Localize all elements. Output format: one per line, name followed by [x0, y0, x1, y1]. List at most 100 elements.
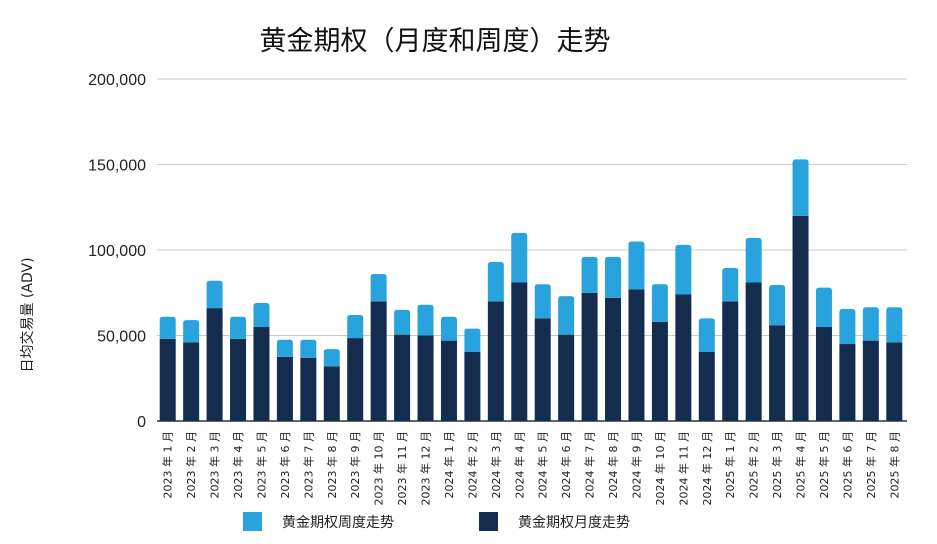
- x-tick-label: 2023 年 12 月: [419, 431, 433, 505]
- bar-weekly: [183, 320, 200, 343]
- bar-monthly: [417, 335, 434, 421]
- x-tick-label: 2023 年 8 月: [325, 431, 339, 498]
- bar-weekly: [886, 307, 903, 343]
- bar-weekly: [487, 261, 504, 302]
- bar-monthly: [394, 334, 411, 421]
- x-tick-label: 2025 年 5 月: [817, 431, 831, 498]
- bar-weekly: [605, 256, 622, 298]
- bar-monthly: [675, 294, 692, 421]
- bar-weekly: [722, 267, 739, 302]
- x-tick-label: 2024 年 12 月: [700, 431, 714, 505]
- bar-monthly: [534, 318, 551, 421]
- x-tick-label: 2025 年 4 月: [794, 431, 808, 498]
- bar-monthly: [839, 344, 856, 421]
- bar-monthly: [276, 356, 293, 421]
- bar-weekly: [792, 159, 809, 216]
- bar-weekly: [839, 308, 856, 345]
- x-tick-label: 2023 年 5 月: [254, 431, 268, 498]
- x-tick-label: 2023 年 9 月: [348, 431, 362, 498]
- bar-monthly: [253, 326, 270, 421]
- bar-weekly: [534, 284, 551, 319]
- bar-monthly: [230, 338, 247, 421]
- bar-monthly: [487, 301, 504, 421]
- x-tick-label: 2025 年 1 月: [723, 431, 737, 498]
- y-axis-label: 日均交易量 (ADV): [19, 257, 36, 372]
- bar-monthly: [886, 342, 903, 421]
- bar-monthly: [300, 357, 317, 421]
- bar-monthly: [464, 351, 481, 421]
- bar-monthly: [769, 325, 786, 421]
- legend-swatch-weekly: [243, 512, 262, 531]
- bar-monthly: [206, 308, 223, 421]
- x-tick-label: 2025 年 6 月: [840, 431, 854, 498]
- x-tick-label: 2024 年 1 月: [442, 431, 456, 498]
- bar-weekly: [558, 296, 575, 335]
- x-tick-label: 2024 年 5 月: [536, 431, 550, 498]
- legend-label-weekly: 黄金期权周度走势: [282, 514, 394, 531]
- x-tick-label: 2024 年 8 月: [606, 431, 620, 498]
- bar-weekly: [253, 303, 270, 327]
- bar-weekly: [276, 339, 293, 357]
- bar-monthly: [815, 326, 832, 421]
- x-tick-label: 2024 年 7 月: [583, 431, 597, 498]
- x-tick-label: 2024 年 9 月: [629, 431, 643, 498]
- bar-weekly: [769, 285, 786, 326]
- x-tick-label: 2023 年 7 月: [301, 431, 315, 498]
- x-tick-label: 2023 年 1 月: [161, 431, 175, 498]
- chart-title: 黄金期权（月度和周度）走势: [260, 26, 611, 57]
- bar-monthly: [511, 282, 528, 421]
- bar-weekly: [206, 280, 223, 309]
- bar-monthly: [159, 338, 176, 421]
- bar-weekly: [745, 238, 762, 283]
- bar-monthly: [370, 301, 387, 421]
- x-tick-label: 2023 年 10 月: [372, 431, 386, 505]
- bar-weekly: [862, 307, 879, 341]
- x-tick-label: 2024 年 3 月: [489, 431, 503, 498]
- legend-label-monthly: 黄金期权月度走势: [518, 514, 630, 531]
- bar-monthly: [792, 215, 809, 421]
- bar-weekly: [300, 339, 317, 358]
- x-tick-label: 2024 年 6 月: [559, 431, 573, 498]
- x-tick-label: 2025 年 2 月: [747, 431, 761, 498]
- bar-weekly: [464, 328, 481, 352]
- x-tick-label: 2025 年 7 月: [864, 431, 878, 498]
- bar-monthly: [581, 292, 598, 421]
- bar-monthly: [862, 340, 879, 421]
- bar-monthly: [440, 340, 457, 421]
- bar-weekly: [675, 244, 692, 295]
- bar-weekly: [628, 241, 645, 290]
- x-tick-label: 2023 年 4 月: [231, 431, 245, 498]
- y-tick-label: 100,000: [88, 243, 146, 260]
- bar-monthly: [558, 334, 575, 421]
- bar-weekly: [698, 318, 715, 352]
- x-tick-label: 2023 年 6 月: [278, 431, 292, 498]
- bar-weekly: [394, 309, 411, 335]
- bar-weekly: [581, 256, 598, 293]
- x-tick-label: 2025 年 8 月: [887, 431, 901, 498]
- bar-monthly: [323, 366, 340, 421]
- bar-monthly: [605, 297, 622, 421]
- y-tick-label: 200,000: [88, 72, 146, 89]
- y-tick-label: 0: [137, 414, 146, 431]
- bar-weekly: [651, 284, 668, 322]
- x-tick-label: 2024 年 4 月: [512, 431, 526, 498]
- bar-weekly: [347, 314, 364, 339]
- bar-monthly: [698, 351, 715, 421]
- legend: 黄金期权周度走势 黄金期权月度走势: [243, 512, 630, 531]
- bar-weekly: [370, 273, 387, 302]
- x-tick-label: 2024 年 10 月: [653, 431, 667, 505]
- bar-monthly: [183, 342, 200, 421]
- x-tick-label: 2023 年 11 月: [395, 431, 409, 505]
- bar-weekly: [417, 304, 434, 336]
- bar-weekly: [440, 316, 457, 341]
- bar-monthly: [651, 321, 668, 421]
- bar-weekly: [159, 316, 176, 339]
- x-tick-label: 2024 年 2 月: [465, 431, 479, 498]
- bar-weekly: [511, 232, 528, 283]
- bar-monthly: [628, 289, 645, 421]
- bar-monthly: [347, 338, 364, 421]
- bar-weekly: [323, 349, 340, 367]
- x-tick-label: 2024 年 11 月: [676, 431, 690, 505]
- bar-weekly: [230, 316, 247, 339]
